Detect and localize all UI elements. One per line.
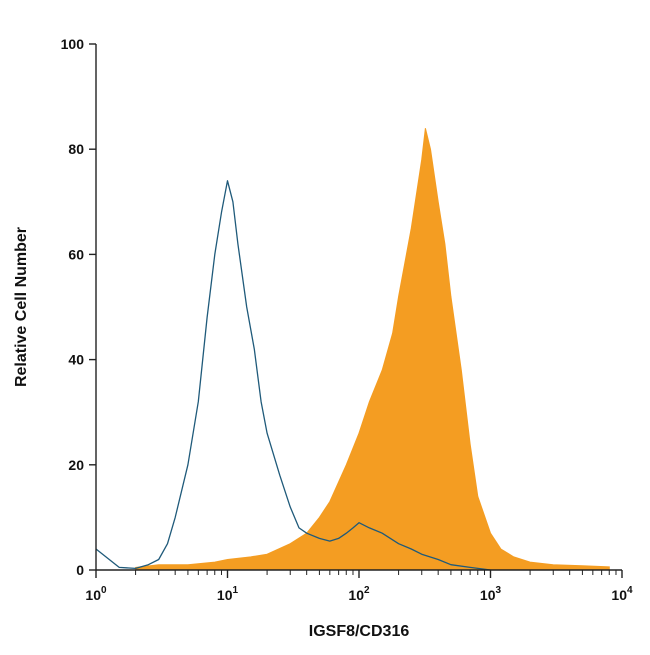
- y-tick-label: 60: [68, 246, 84, 262]
- x-ticks: 100 101 102 103 104: [85, 570, 633, 603]
- y-ticks: 0 20 40 60 80 100: [61, 36, 96, 578]
- y-tick-label: 40: [68, 352, 84, 368]
- x-tick-label: 103: [480, 585, 502, 603]
- x-tick-label: 100: [85, 585, 107, 603]
- series-outline-histogram: [95, 180, 491, 571]
- x-axis-title: IGSF8/CD316: [309, 623, 410, 640]
- y-tick-label: 20: [68, 457, 84, 473]
- x-tick-label: 104: [611, 585, 633, 603]
- series-fill-layer: [135, 128, 610, 571]
- series-fill-histogram: [135, 128, 610, 571]
- y-tick-label: 80: [68, 141, 84, 157]
- y-tick-label: 0: [76, 562, 84, 578]
- y-tick-label: 100: [61, 36, 85, 52]
- y-axis-title: Relative Cell Number: [13, 227, 30, 387]
- series-outline-layer: [95, 180, 491, 571]
- x-tick-label: 101: [217, 585, 239, 603]
- x-tick-label: 102: [348, 585, 370, 603]
